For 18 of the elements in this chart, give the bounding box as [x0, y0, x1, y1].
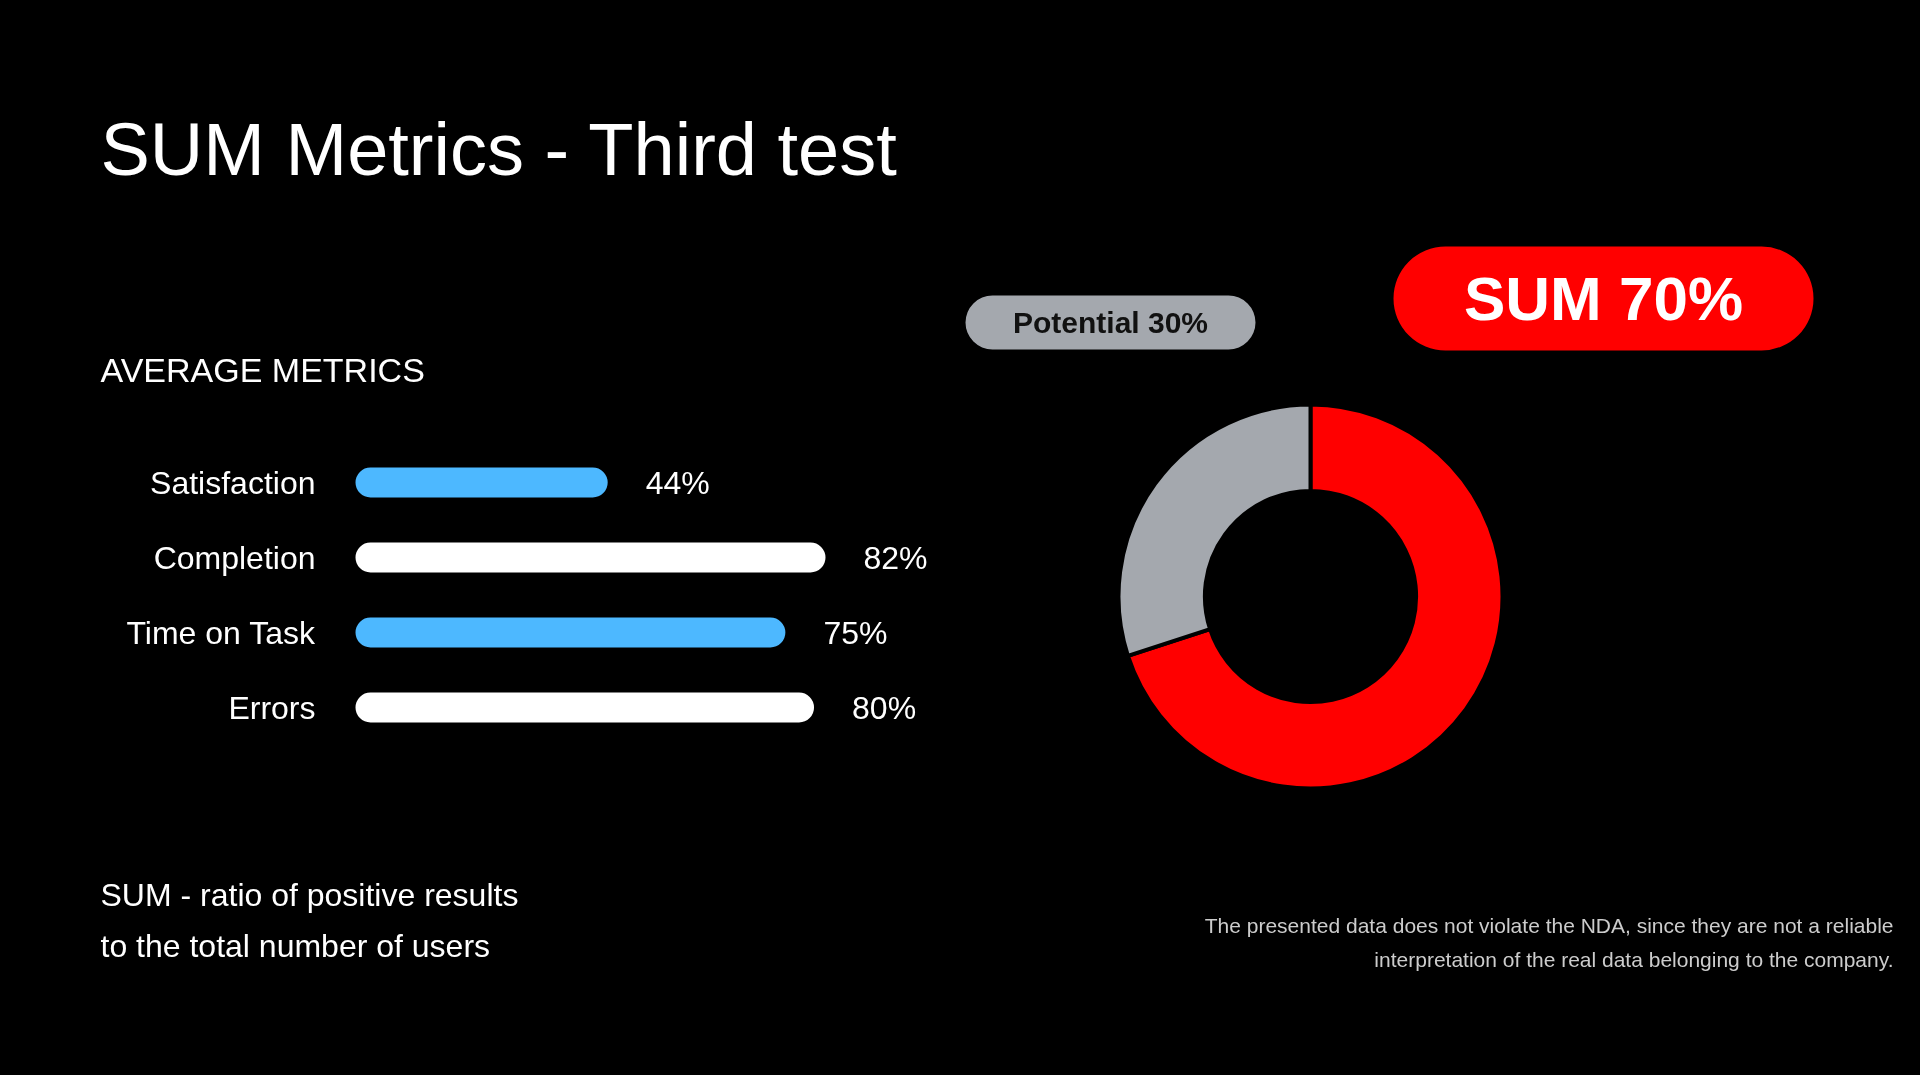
- bar: [355, 542, 826, 573]
- chart-subtitle: AVERAGE METRICS: [100, 350, 425, 389]
- y-tick-label: Completion: [153, 539, 316, 576]
- data-label: 82%: [863, 539, 928, 576]
- data-label: 75%: [823, 614, 888, 651]
- slice-label: SUM 70%: [1463, 264, 1744, 333]
- data-label: 80%: [852, 689, 917, 726]
- chart-title: SUM Metrics - Third test: [100, 107, 898, 191]
- bar: [355, 467, 608, 498]
- y-tick-label: Time on Task: [126, 614, 316, 651]
- y-tick-label: Satisfaction: [150, 464, 316, 501]
- bar: [355, 617, 786, 648]
- text: The presented data does not violate the NDA, since they are not a reliable interpretation of the real data belonging to the company.: [1204, 914, 1894, 971]
- bar: [355, 692, 815, 723]
- data-label: 44%: [645, 464, 710, 501]
- slice-label: Potential 30%: [1012, 306, 1209, 339]
- text: SUM - ratio of positive results to the total number of users: [100, 877, 519, 964]
- y-tick-label: Errors: [228, 689, 316, 726]
